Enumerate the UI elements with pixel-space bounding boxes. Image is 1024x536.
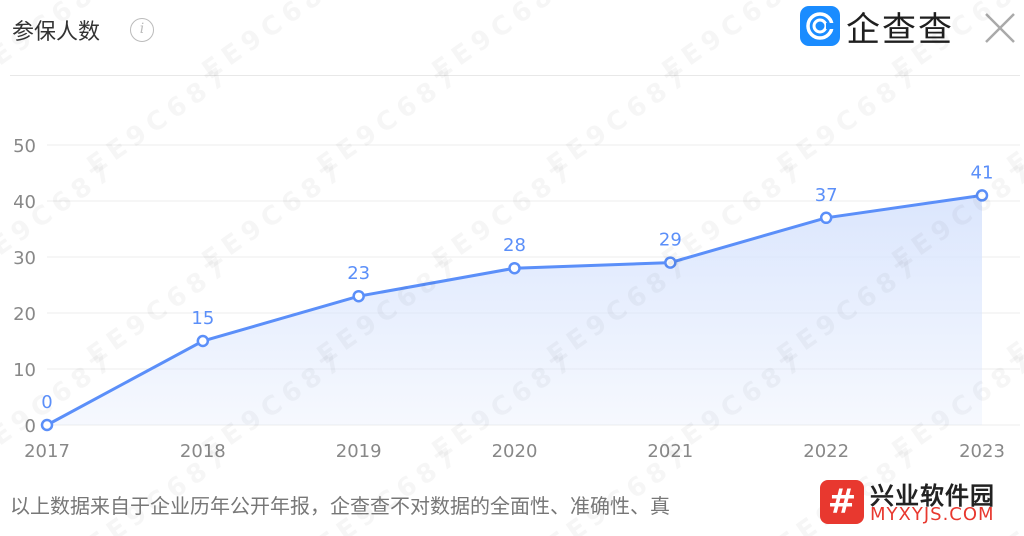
qichacha-logo-icon — [800, 6, 840, 46]
data-label: 15 — [191, 308, 214, 329]
x-tick-label: 2021 — [647, 441, 693, 462]
brand-badge[interactable]: # 兴业软件园 MYXYJS.COM — [820, 474, 1020, 532]
data-label: 0 — [41, 392, 52, 413]
y-tick-label: 50 — [13, 136, 36, 157]
data-point — [40, 418, 54, 432]
chart-header: 参保人数 i 企查查 — [0, 0, 1024, 76]
x-tick-label: 2017 — [24, 441, 70, 462]
logo-text: 企查查 — [846, 9, 954, 50]
data-point — [508, 261, 521, 275]
data-label: 41 — [971, 162, 994, 183]
area-fill — [47, 195, 982, 425]
brand-url: MYXYJS.COM — [870, 504, 995, 525]
qichacha-logo: 企查查 — [800, 6, 954, 50]
data-point — [664, 256, 677, 269]
disclaimer-text: 以上数据来自于企业历年公开年报，企查查不对数据的全面性、准确性、真 — [10, 494, 670, 518]
data-label: 28 — [503, 235, 526, 256]
brand-logo-icon: # — [820, 480, 864, 524]
y-tick-label: 40 — [13, 192, 36, 213]
data-point — [352, 289, 365, 303]
y-tick-label: 10 — [13, 360, 36, 381]
x-tick-label: 2018 — [180, 441, 226, 462]
info-icon[interactable]: i — [130, 18, 154, 42]
data-point — [975, 189, 989, 202]
x-tick-label: 2023 — [959, 441, 1005, 462]
chart-title: 参保人数 — [12, 20, 101, 45]
insured-count-chart: 0102030405002017152018232019282020292021… — [13, 136, 1020, 462]
data-label: 29 — [659, 230, 682, 251]
x-tick-label: 2022 — [803, 441, 849, 462]
x-tick-label: 2020 — [492, 441, 538, 462]
data-point — [819, 211, 833, 225]
close-icon[interactable] — [982, 10, 1018, 46]
x-tick-label: 2019 — [336, 441, 382, 462]
y-tick-label: 20 — [13, 304, 36, 325]
data-label: 37 — [815, 185, 838, 206]
data-point — [196, 334, 210, 348]
y-tick-label: 30 — [13, 248, 36, 269]
data-label: 23 — [347, 263, 370, 284]
y-tick-label: 0 — [25, 416, 36, 437]
header-divider — [10, 75, 1020, 76]
brand-name: 兴业软件园 — [870, 482, 995, 510]
